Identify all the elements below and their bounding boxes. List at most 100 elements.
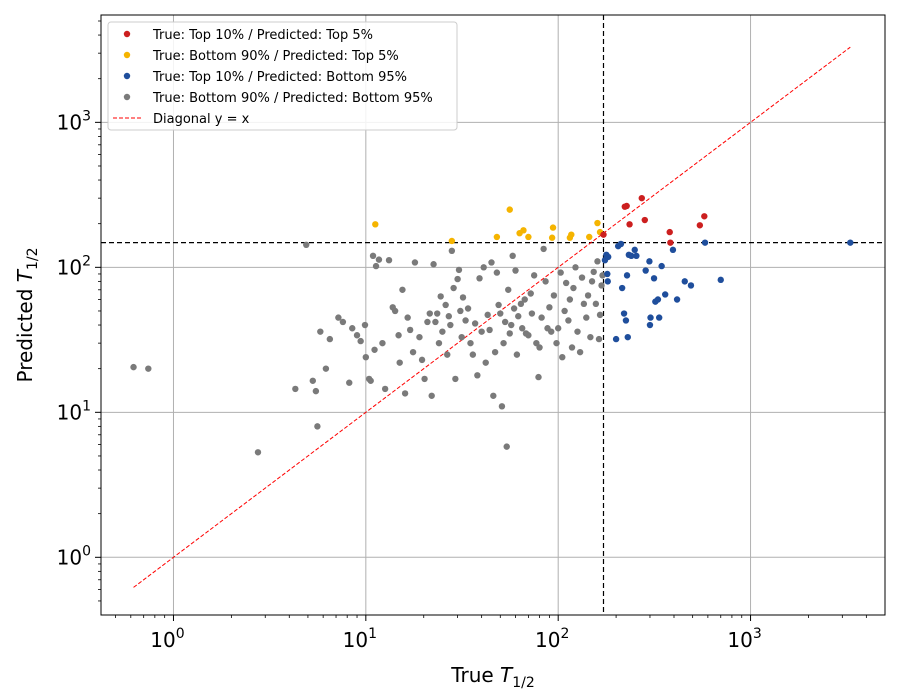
- data-point: [604, 270, 611, 278]
- data-point: [568, 231, 575, 238]
- data-point: [570, 284, 577, 292]
- data-point: [646, 258, 653, 265]
- data-point: [517, 300, 525, 308]
- data-point: [309, 377, 316, 384]
- legend-label: True: Bottom 90% / Predicted: Bottom 95%: [152, 91, 433, 106]
- data-point: [372, 262, 380, 270]
- data-point: [650, 275, 658, 282]
- data-point: [416, 333, 423, 341]
- data-point: [385, 256, 393, 264]
- data-point: [130, 363, 137, 371]
- data-point: [448, 247, 456, 255]
- data-point: [525, 233, 532, 241]
- data-point: [546, 304, 553, 311]
- data-point: [346, 379, 353, 386]
- data-point: [847, 239, 854, 246]
- data-point: [432, 318, 439, 326]
- data-point: [542, 278, 549, 285]
- data-point: [538, 314, 545, 321]
- data-point: [642, 267, 649, 274]
- data-point: [491, 348, 499, 356]
- data-point: [658, 262, 665, 270]
- data-point: [442, 301, 449, 309]
- data-point: [596, 311, 604, 319]
- y-axis-label: Predicted T1/2: [13, 248, 41, 383]
- data-point: [411, 259, 419, 266]
- legend: True: Top 10% / Predicted: Top 5% True: B…: [107, 21, 458, 131]
- data-point: [536, 344, 543, 351]
- data-point: [521, 296, 528, 303]
- data-point: [626, 221, 633, 228]
- x-tick-label: 103: [727, 626, 761, 652]
- data-point: [464, 305, 472, 312]
- data-point: [624, 333, 631, 341]
- data-point: [673, 296, 681, 303]
- legend-label: True: Top 10% / Predicted: Top 5%: [152, 28, 373, 43]
- data-point: [661, 291, 669, 298]
- data-point: [583, 314, 590, 321]
- data-point: [482, 359, 489, 366]
- data-point: [612, 335, 620, 343]
- data-point: [566, 296, 574, 303]
- data-point: [445, 313, 453, 320]
- data-point: [512, 267, 519, 274]
- y-tick-label: 102: [57, 253, 91, 279]
- data-point: [424, 318, 431, 326]
- data-point: [628, 252, 635, 260]
- data-point: [562, 279, 570, 287]
- data-point: [367, 377, 374, 384]
- data-point: [519, 325, 526, 332]
- data-point: [666, 228, 673, 236]
- data-point: [404, 314, 411, 321]
- data-point: [480, 264, 487, 271]
- data-point: [339, 318, 347, 326]
- axis-ticks: 100 101 102 103 100 101 102 103: [57, 20, 867, 652]
- diagonal-line: [133, 46, 851, 588]
- legend-label: Diagonal y = x: [153, 112, 250, 127]
- data-point: [478, 328, 485, 335]
- data-point: [638, 194, 645, 202]
- data-point: [548, 328, 555, 335]
- data-point: [574, 328, 581, 335]
- data-point: [622, 317, 630, 324]
- x-tick-label: 102: [535, 626, 569, 652]
- data-point: [145, 365, 152, 372]
- data-point: [586, 233, 593, 241]
- data-point: [669, 246, 677, 254]
- data-point: [618, 284, 626, 292]
- data-point: [396, 359, 403, 366]
- data-point: [421, 375, 428, 383]
- data-point: [444, 351, 451, 358]
- data-point: [349, 325, 356, 332]
- data-point: [292, 385, 299, 393]
- reference-lines: [101, 15, 885, 615]
- data-point: [428, 392, 435, 399]
- data-point: [437, 293, 444, 300]
- data-point: [357, 337, 364, 345]
- legend-marker: [123, 30, 131, 38]
- data-point: [530, 272, 538, 279]
- data-point: [509, 252, 516, 260]
- data-point: [486, 326, 493, 334]
- data-point: [623, 272, 631, 279]
- data-point: [362, 353, 370, 361]
- data-point: [506, 206, 513, 213]
- data-point: [559, 353, 566, 361]
- data-point: [595, 335, 603, 343]
- data-point: [590, 268, 597, 276]
- data-point: [667, 239, 674, 246]
- legend-box: [107, 21, 458, 131]
- data-point: [510, 305, 518, 312]
- data-point: [687, 282, 695, 289]
- data-point: [561, 307, 568, 315]
- data-point: [458, 333, 465, 341]
- data-point: [457, 307, 464, 315]
- data-point: [580, 300, 588, 308]
- data-point: [434, 310, 441, 317]
- data-point: [484, 311, 491, 319]
- data-point: [418, 356, 426, 364]
- data-point: [631, 246, 638, 254]
- data-point: [527, 290, 534, 297]
- legend-marker: [123, 72, 131, 80]
